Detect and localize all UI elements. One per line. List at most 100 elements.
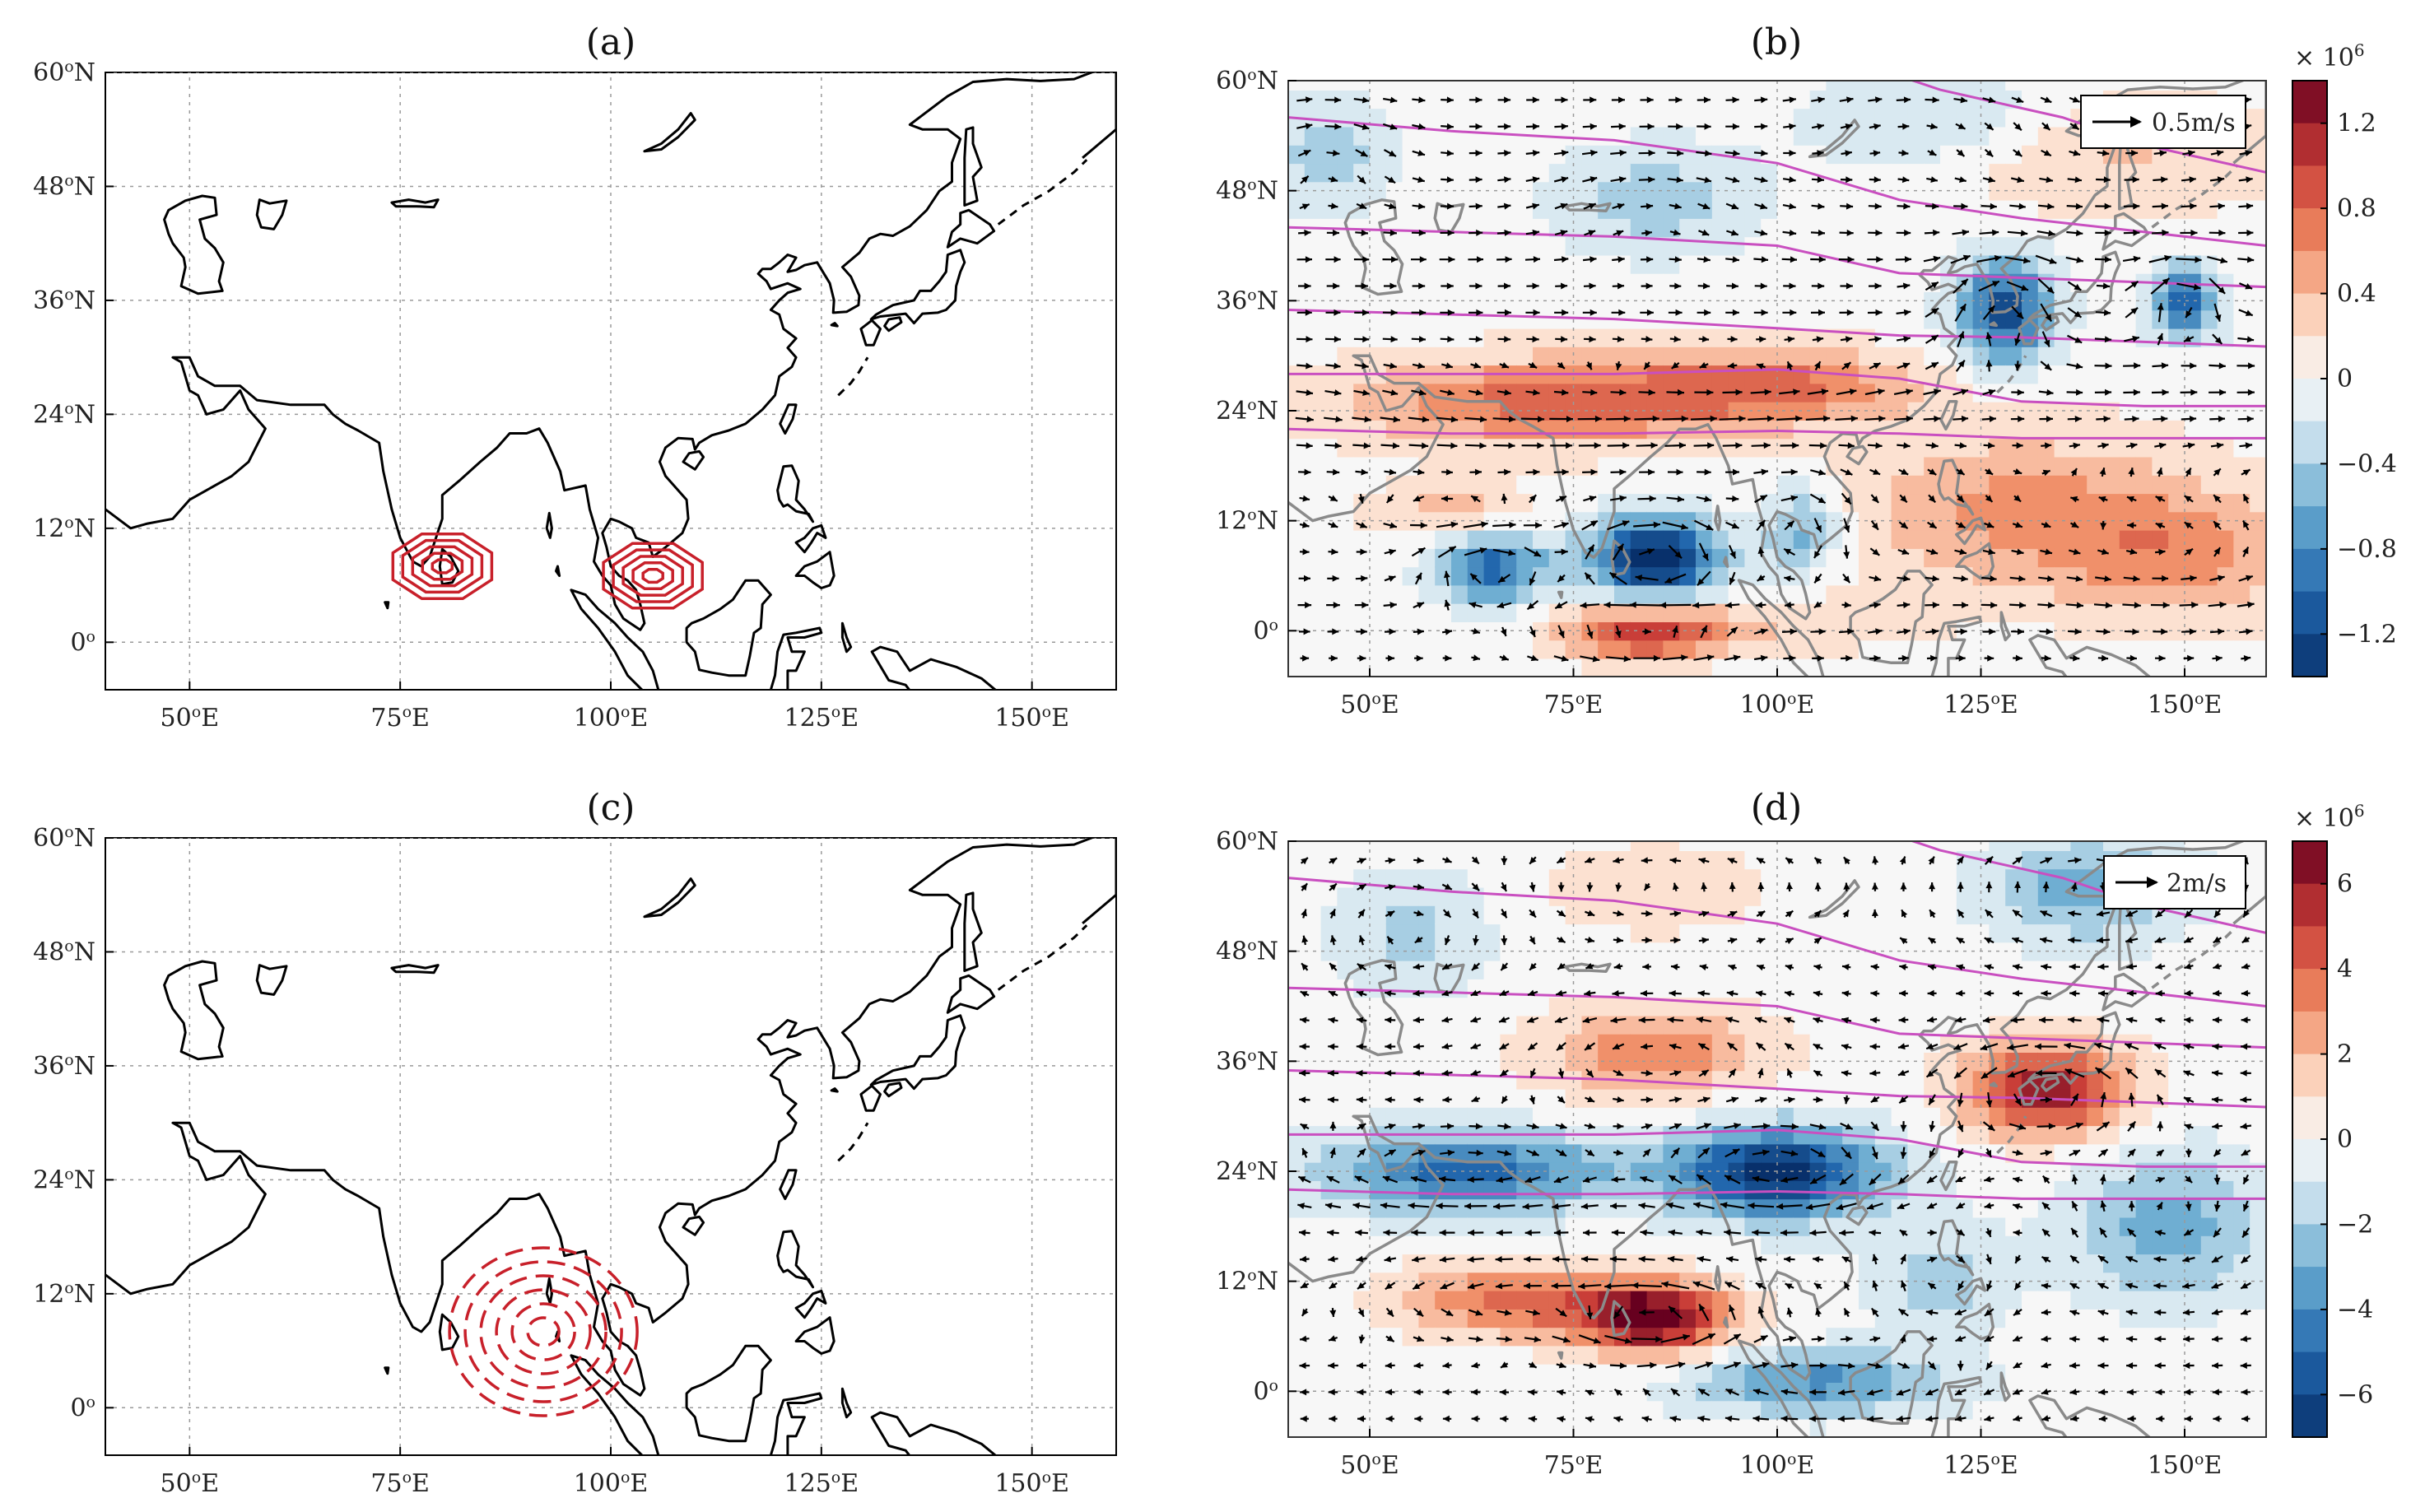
field-cell [1418, 1400, 1436, 1420]
wind-arrowhead [1961, 278, 1968, 286]
field-cell [2037, 108, 2055, 128]
field-cell [1288, 309, 1306, 329]
tick-number: 0 [1253, 616, 1268, 645]
field-cell [1809, 420, 1827, 440]
field-cell [1646, 1198, 1664, 1218]
field-cell [2103, 420, 2120, 440]
wind-arrowhead [2048, 230, 2055, 237]
field-cell [1728, 1382, 1746, 1402]
field-cell [1874, 548, 1892, 568]
field-cell [1500, 868, 1517, 888]
field-cell [1696, 145, 1713, 165]
tick-number: 36 [33, 286, 64, 315]
field-cell [1451, 1161, 1468, 1181]
field-cell [2200, 548, 2218, 568]
wind-arrowhead [1731, 282, 1738, 290]
field-cell [2103, 493, 2120, 513]
wind-arrowhead [1793, 388, 1800, 396]
field-cell [1842, 1418, 1859, 1437]
field-cell [2200, 529, 2218, 549]
field-cell [1385, 1052, 1403, 1072]
field-cell [1288, 347, 1306, 366]
wind-arrowhead [1757, 575, 1765, 581]
wind-arrowhead [2046, 176, 2053, 184]
field-cell [1711, 1088, 1729, 1108]
field-cell [1516, 383, 1534, 402]
field-cell [2087, 309, 2104, 329]
field-cell [1581, 1033, 1599, 1053]
field-cell [2070, 163, 2088, 183]
wind-arrowhead [1677, 495, 1684, 503]
wind-arrowhead [1505, 309, 1511, 316]
tick-degree: o [1247, 396, 1256, 414]
field-cell [1663, 181, 1680, 201]
field-cell [1483, 272, 1501, 292]
wind-arrowhead [1416, 654, 1423, 662]
field-cell [1744, 108, 1762, 128]
wind-arrowhead [1675, 309, 1683, 316]
field-cell [1696, 942, 1713, 961]
field-cell [1646, 640, 1664, 659]
wind-arrowhead [2132, 176, 2139, 184]
field-cell [1548, 942, 1566, 961]
wind-arrowhead [2245, 150, 2252, 156]
tick-hemisphere: N [74, 400, 95, 429]
field-cell [2087, 438, 2104, 458]
field-cell [2217, 566, 2235, 586]
field-cell [1598, 868, 1615, 888]
tick-number: 75 [370, 704, 402, 733]
wind-arrowhead [2133, 255, 2141, 263]
field-cell [1320, 1088, 1338, 1108]
field-cell [1646, 566, 1664, 586]
tick-number: 100 [574, 704, 621, 733]
field-cell [1777, 90, 1794, 109]
field-cell [1646, 584, 1664, 604]
coastline-luzon [776, 1230, 815, 1289]
field-cell [1353, 584, 1371, 604]
field-cell [1679, 960, 1697, 979]
field-cell [1679, 1418, 1697, 1437]
tick-hemisphere: E [840, 704, 859, 733]
wind-arrowhead [1590, 388, 1598, 396]
field-cell [2070, 236, 2088, 256]
tick-number: 0 [70, 1393, 86, 1422]
field-cell [2152, 420, 2169, 440]
wind-arrowhead [1820, 442, 1827, 449]
wind-arrowhead [2043, 339, 2050, 347]
field-cell [1304, 1235, 1322, 1255]
coastline-jeju [830, 1087, 839, 1093]
field-cell [1548, 584, 1566, 604]
field-cell [1500, 602, 1517, 622]
field-cell [2185, 640, 2202, 659]
field-cell [1711, 942, 1729, 961]
field-cell [2168, 181, 2185, 201]
field-cell [1402, 1015, 1420, 1035]
wind-arrowhead [1390, 336, 1398, 343]
field-cell [2103, 602, 2120, 622]
field-cell [1826, 1143, 1843, 1163]
field-cell [1500, 181, 1517, 201]
field-cell [1533, 493, 1550, 513]
wind-arrowhead [1653, 654, 1660, 662]
field-cell [1989, 420, 2006, 440]
field-cell [1598, 383, 1615, 402]
wind-arrowhead [1648, 468, 1655, 476]
field-cell [1337, 566, 1354, 586]
wind-arrowhead [1761, 150, 1768, 156]
field-cell [1679, 1161, 1697, 1181]
field-cell [1451, 291, 1468, 311]
field-cell [1500, 291, 1517, 311]
field-cell [1598, 1418, 1615, 1437]
field-cell [2200, 456, 2218, 476]
field-cell [1304, 1198, 1322, 1218]
field-cell [1418, 1345, 1436, 1365]
field-cell [1646, 272, 1664, 292]
field-cell [1809, 584, 1827, 604]
field-cell [1891, 145, 1909, 165]
field-cell [1663, 1052, 1680, 1072]
field-cell [1663, 475, 1680, 495]
wind-arrowhead [1389, 602, 1397, 609]
field-cell [1385, 1345, 1403, 1365]
wind-arrowhead [1729, 551, 1736, 559]
field-cell [1516, 272, 1534, 292]
